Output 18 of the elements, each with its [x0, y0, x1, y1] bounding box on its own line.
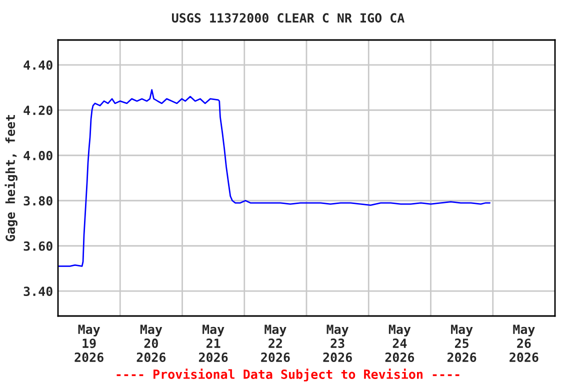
text: ---- Provisional Data Subject to Revision ---- — [116, 368, 460, 382]
x-tick-label: May 22 2026 — [261, 324, 290, 362]
y-tick-label: 4.00 — [24, 150, 52, 160]
y-tick-label: 3.60 — [24, 241, 52, 251]
y-tick-label: 4.40 — [24, 60, 52, 70]
y-axis-title: Gage height, feet — [4, 115, 18, 242]
x-tick-label: May 20 2026 — [136, 324, 166, 362]
x-tick-label: May 19 2026 — [74, 324, 104, 362]
x-tick-label: May 21 2026 — [198, 324, 228, 362]
y-tick-label: 4.20 — [24, 106, 52, 116]
x-tick-label: May 24 2026 — [385, 324, 414, 362]
line-series — [58, 89, 491, 267]
y-tick-label: 3.40 — [24, 286, 52, 296]
x-tick-label: May 23 2026 — [323, 324, 352, 362]
y-tick-label: 3.80 — [24, 196, 52, 206]
chart-title: USGS 11372000 CLEAR C NR IGO CA — [172, 13, 404, 23]
x-tick-label: May 25 2026 — [447, 324, 476, 362]
x-tick-label: May 26 2026 — [510, 324, 538, 362]
